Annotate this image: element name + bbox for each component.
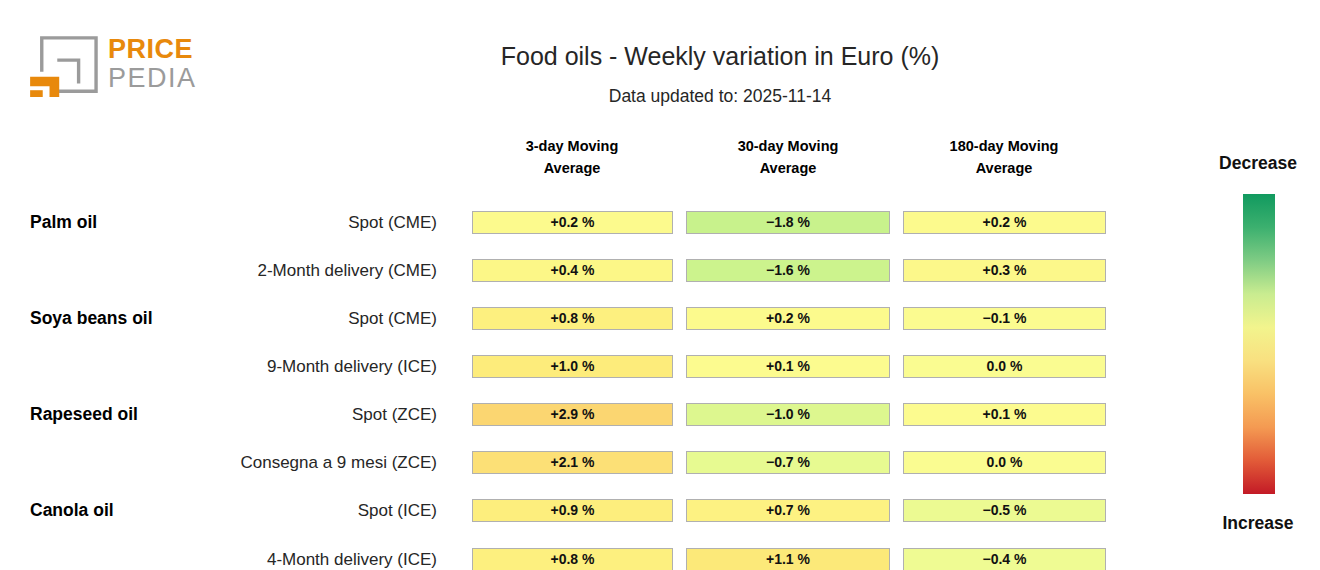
value-cell: +0.1 % — [686, 355, 890, 378]
group-label: Rapeseed oil — [30, 403, 138, 426]
value-cell: 0.0 % — [903, 451, 1106, 474]
value-cell: +0.3 % — [903, 259, 1106, 282]
table-row: 9-Month delivery (ICE) +1.0 % +0.1 % 0.0 % — [0, 355, 1106, 378]
table-row: Rapeseed oil Spot (ZCE) +2.9 % −1.0 % +0.1… — [0, 403, 1106, 426]
value-cell: −0.4 % — [903, 548, 1106, 570]
row-label: 2-Month delivery (CME) — [150, 259, 437, 282]
row-cells: +1.0 % +0.1 % 0.0 % — [472, 355, 1106, 378]
value-cell: +0.9 % — [472, 499, 673, 522]
column-header-180day: 180-day Moving Average — [894, 136, 1114, 180]
value-cell: +0.8 % — [472, 307, 673, 330]
table-row: Palm oil Spot (CME) +0.2 % −1.8 % +0.2 % — [0, 211, 1106, 234]
row-label: Spot (ZCE) — [150, 403, 437, 426]
table-row: 4-Month delivery (ICE) +0.8 % +1.1 % −0.4 … — [0, 548, 1106, 570]
pricepedia-logo-icon — [28, 33, 104, 97]
logo-text-pedia: PEDIA — [108, 65, 197, 92]
value-cell: +1.1 % — [686, 548, 890, 570]
column-header-30day: 30-day Moving Average — [678, 136, 898, 180]
value-cell: −0.7 % — [686, 451, 890, 474]
value-cell: +0.1 % — [903, 403, 1106, 426]
value-cell: 0.0 % — [903, 355, 1106, 378]
value-cell: +0.8 % — [472, 548, 673, 570]
column-header-3day: 3-day Moving Average — [462, 136, 682, 180]
row-label: 9-Month delivery (ICE) — [150, 355, 437, 378]
row-cells: +0.9 % +0.7 % −0.5 % — [472, 499, 1106, 522]
value-cell: +0.7 % — [686, 499, 890, 522]
pricepedia-logo: PRICE PEDIA — [28, 33, 197, 97]
page: PRICE PEDIA Food oils - Weekly variation… — [0, 0, 1320, 570]
chart-subtitle: Data updated to: 2025-11-14 — [400, 86, 1040, 107]
value-cell: −1.8 % — [686, 211, 890, 234]
row-cells: +0.8 % +1.1 % −0.4 % — [472, 548, 1106, 570]
value-cell: +0.2 % — [903, 211, 1106, 234]
row-label: Consegna a 9 mesi (ZCE) — [150, 451, 437, 474]
table-row: Canola oil Spot (ICE) +0.9 % +0.7 % −0.5 % — [0, 499, 1106, 522]
row-cells: +0.2 % −1.8 % +0.2 % — [472, 211, 1106, 234]
group-label: Palm oil — [30, 211, 97, 234]
row-label: Spot (ICE) — [150, 499, 437, 522]
value-cell: −0.1 % — [903, 307, 1106, 330]
table-row: Consegna a 9 mesi (ZCE) +2.1 % −0.7 % 0.0 … — [0, 451, 1106, 474]
row-label: Spot (CME) — [150, 211, 437, 234]
row-label: Spot (CME) — [150, 307, 437, 330]
table-row: Soya beans oil Spot (CME) +0.8 % +0.2 % −0… — [0, 307, 1106, 330]
legend-decrease-label: Decrease — [1198, 153, 1318, 174]
value-cell: +0.2 % — [472, 211, 673, 234]
value-cell: +0.4 % — [472, 259, 673, 282]
value-cell: +1.0 % — [472, 355, 673, 378]
row-cells: +2.9 % −1.0 % +0.1 % — [472, 403, 1106, 426]
table-row: 2-Month delivery (CME) +0.4 % −1.6 % +0.3 … — [0, 259, 1106, 282]
row-cells: +0.8 % +0.2 % −0.1 % — [472, 307, 1106, 330]
value-cell: −0.5 % — [903, 499, 1106, 522]
colorbar-gradient — [1243, 194, 1275, 494]
row-label: 4-Month delivery (ICE) — [150, 548, 437, 570]
value-cell: +0.2 % — [686, 307, 890, 330]
value-cell: +2.1 % — [472, 451, 673, 474]
logo-text: PRICE PEDIA — [108, 36, 197, 92]
legend-increase-label: Increase — [1198, 513, 1318, 534]
row-cells: +0.4 % −1.6 % +0.3 % — [472, 259, 1106, 282]
value-cell: −1.6 % — [686, 259, 890, 282]
group-label: Soya beans oil — [30, 307, 153, 330]
logo-text-price: PRICE — [108, 36, 197, 63]
chart-title: Food oils - Weekly variation in Euro (%) — [400, 42, 1040, 71]
row-cells: +2.1 % −0.7 % 0.0 % — [472, 451, 1106, 474]
value-cell: +2.9 % — [472, 403, 673, 426]
value-cell: −1.0 % — [686, 403, 890, 426]
group-label: Canola oil — [30, 499, 114, 522]
